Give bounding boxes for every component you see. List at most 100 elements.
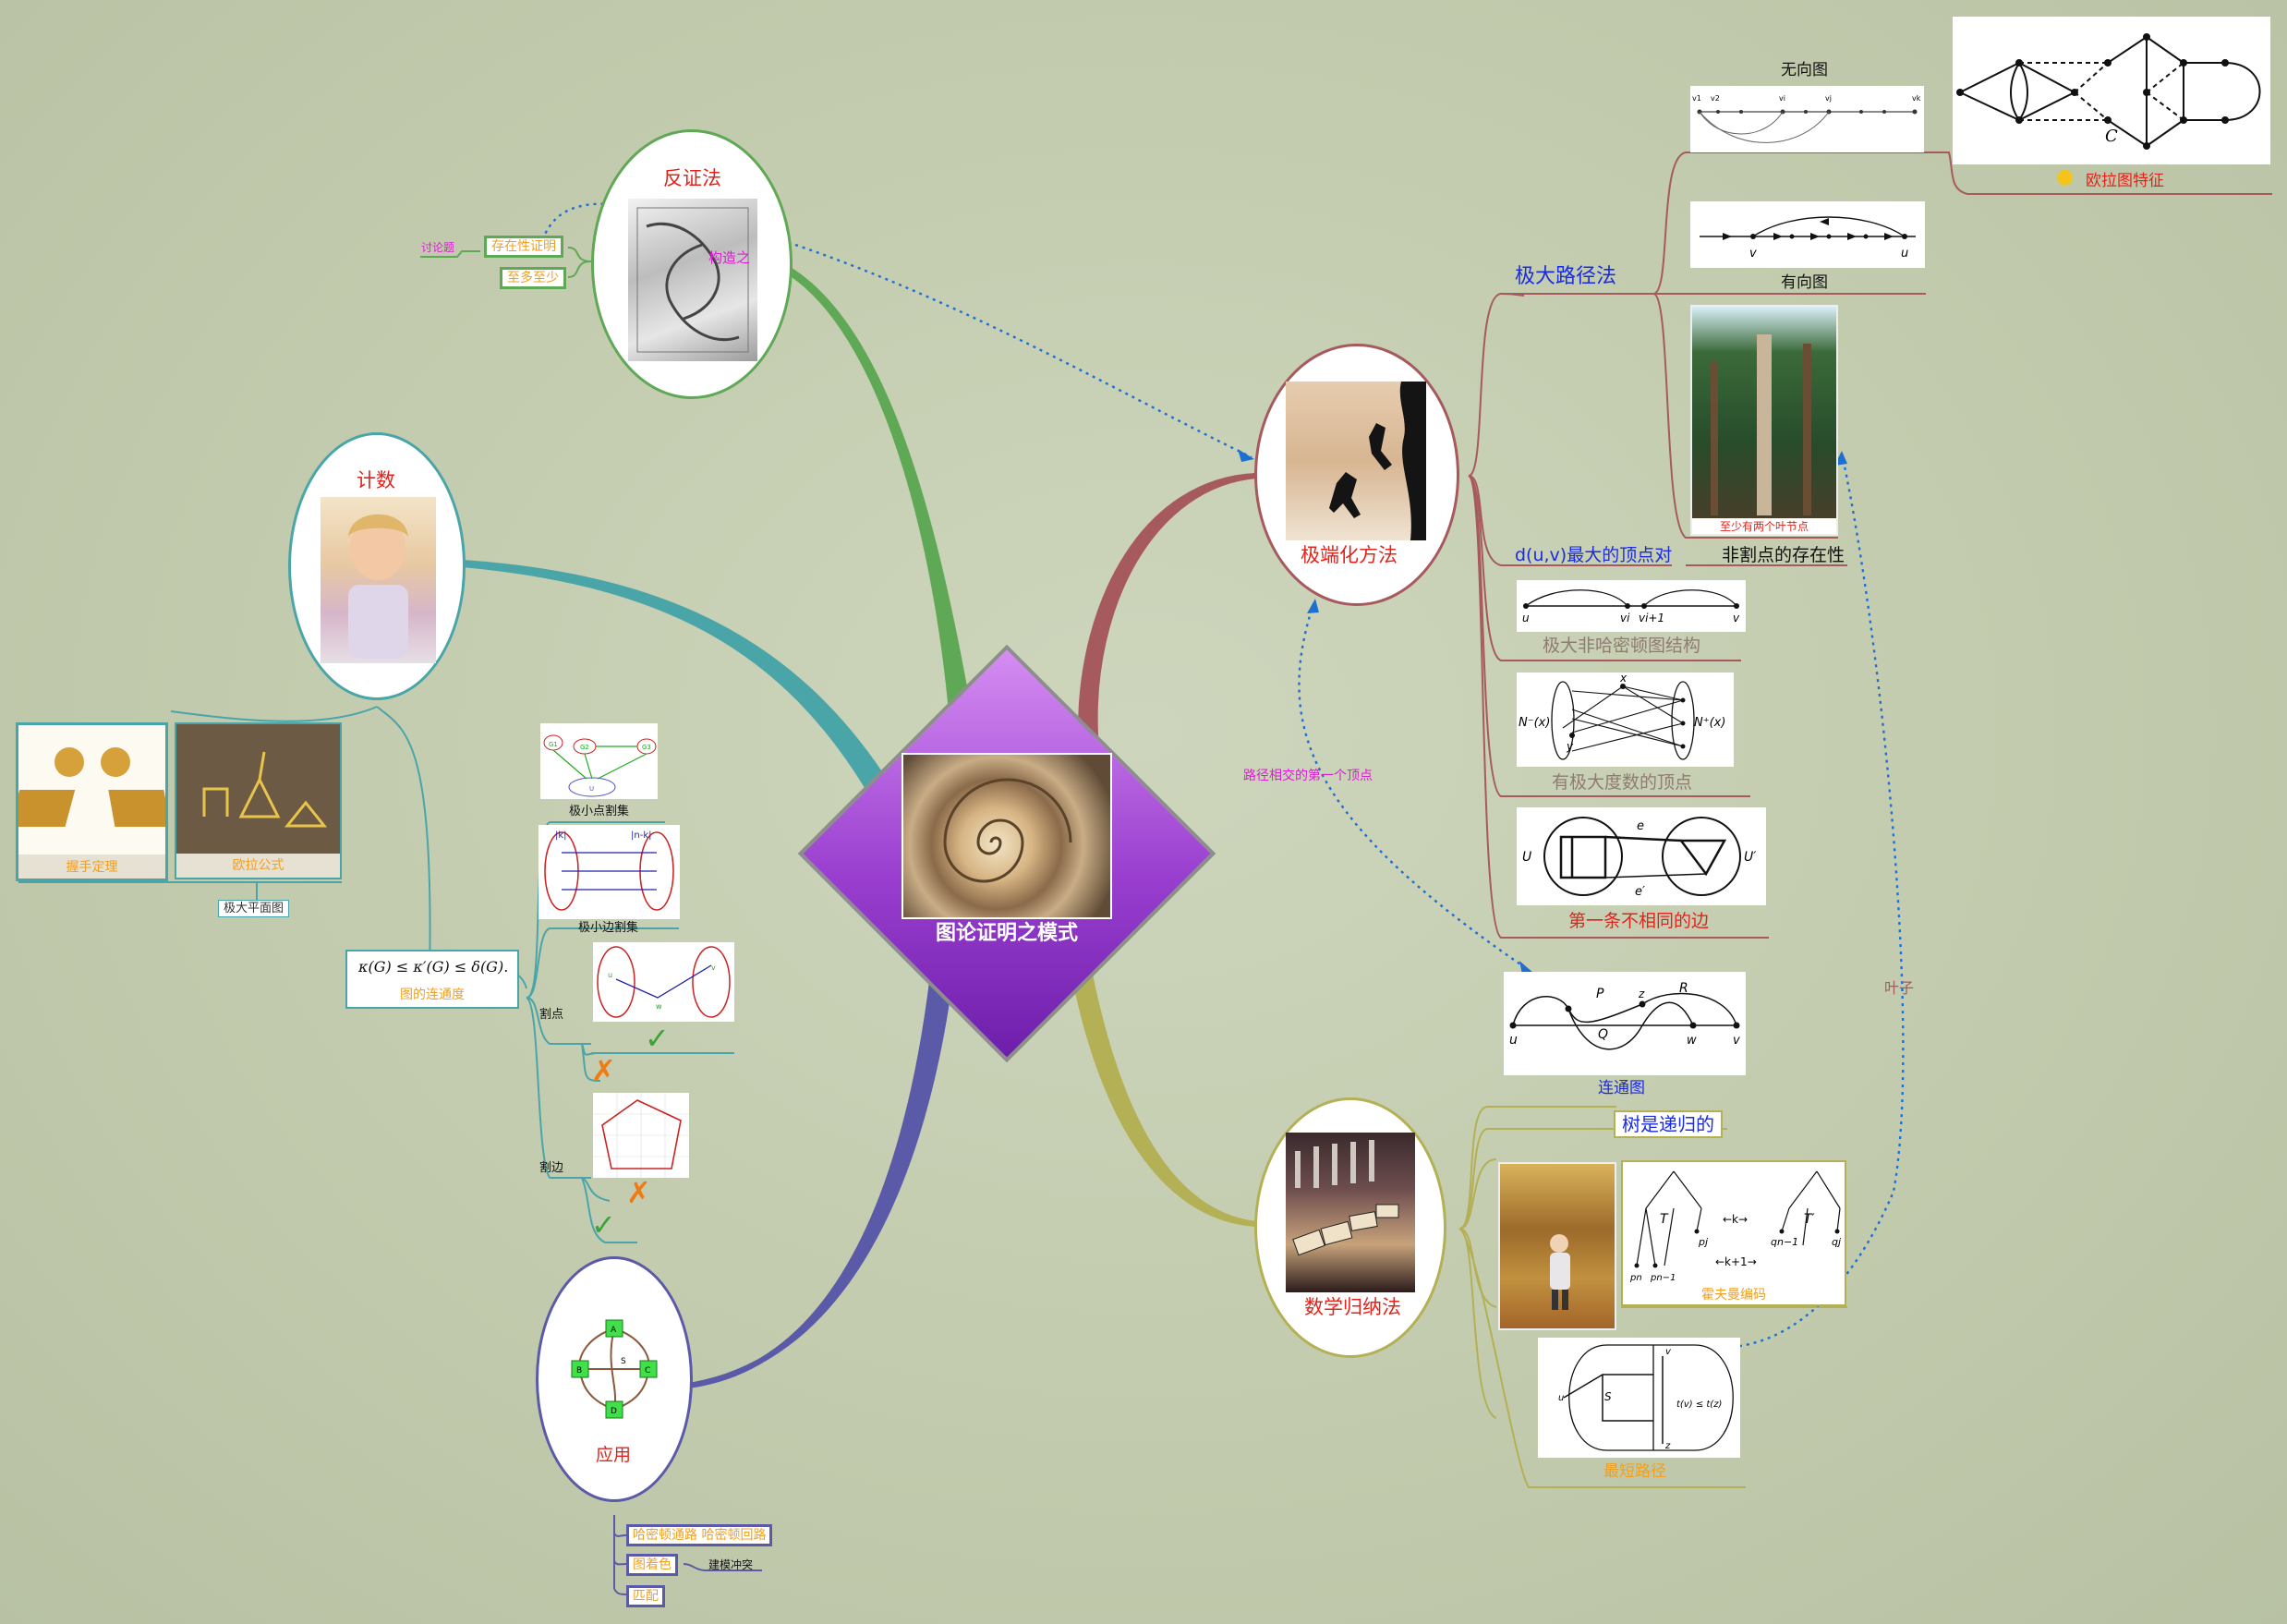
graph-label-c: C [645,1366,650,1376]
euler-graph-feature-label: 欧拉图特征 [2086,172,2164,190]
first-diff-edge-image[interactable]: U U′ e e′ [1517,807,1766,905]
graph-label-d: D [611,1407,617,1416]
vertex-cut-label-g1: G1 [549,741,558,748]
undirected-label-vj: vj [1825,94,1832,103]
leaf-relation-label: 叶子 [1884,979,1915,997]
undirected-path-image[interactable]: v1 v2 vi vj vk [1690,86,1924,152]
non-hamilton-label: 极大非哈密顿图结构 [1543,636,1701,656]
undirected-label-v1: v1 [1692,94,1701,103]
first-diff-label-e: e [1637,819,1644,833]
huffman-caption: 霍夫曼编码 [1701,1288,1766,1303]
climbers-image [1286,382,1426,540]
cut-vertex-label-u: u [608,971,612,979]
shortest-label-z: z [1664,1441,1671,1451]
euler-sticks-image [176,724,340,854]
min-edge-cut-image[interactable]: |k| |n-k| [538,825,680,919]
connected-label-p: P [1596,987,1604,1001]
handshake-theorem-card[interactable]: 握手定理 [16,722,168,881]
jishu-title: 计数 [357,469,395,491]
escher-drawing-hands-image [628,199,757,361]
connected-label-u: u [1509,1033,1518,1048]
tree-photo-image: 至少有两个叶节点 [1690,305,1838,536]
huffman-tree-image[interactable]: T pj ←k→ T′ qn−1 qj ←k+1→ pn pn−1 霍夫曼编码 [1621,1160,1846,1306]
shortest-label-s: S [1604,1390,1612,1403]
connected-label-r: R [1679,981,1688,996]
huffman-label-k: ←k→ [1723,1213,1748,1226]
matching-topic[interactable]: 匹配 [626,1585,665,1607]
non-hamilton-image[interactable]: u vi vi+1 v [1517,580,1746,632]
connectivity-caption: 图的连通度 [400,988,465,1002]
directed-path-image[interactable]: v u [1690,201,1925,268]
lightbulb-icon: ● [2056,165,2075,188]
hamilton-topic[interactable]: 哈密顿通路 哈密顿回路 [626,1524,773,1546]
shortest-path-image[interactable]: u S v z t(v) ≤ t(z) [1538,1338,1740,1458]
max-degree-label: 有极大度数的顶点 [1552,772,1693,793]
checkmark-icon: ✓ [645,1021,670,1056]
huffman-label-qj: qj [1832,1236,1842,1248]
yingyong-title: 应用 [596,1445,632,1465]
max-degree-label-y: y [1566,740,1574,753]
coloring-graph-image: A B C D S [571,1319,658,1419]
connectivity-formula: κ(G) ≤ κ′(G) ≤ δ(G). [358,958,509,976]
tree-recursive-topic[interactable]: 树是递归的 [1614,1110,1723,1138]
center-title: 图论证明之模式 [935,922,1078,945]
cut-edge-image[interactable] [593,1093,689,1178]
euler-graph-image[interactable]: C [1953,17,2270,164]
construct-label: 构造之 [708,249,751,266]
existence-proof-topic[interactable]: 存在性证明 [484,236,563,258]
connected-label-v: v [1733,1034,1740,1048]
non-hamilton-label-u: u [1522,612,1530,624]
huffman-label-tprime: T′ [1804,1212,1816,1227]
arrowheads [1238,449,1847,975]
at-most-at-least-topic[interactable]: 至多至少 [500,267,566,289]
cut-vertex-image[interactable]: u w v [593,942,734,1022]
handshake-caption: 握手定理 [66,860,118,875]
edge-cut-label-k: |k| [555,830,567,841]
euler-label-c: C [2105,127,2118,146]
first-diff-label-uprime: U′ [1744,850,1757,865]
shortest-label-t: t(v) ≤ t(z) [1676,1400,1722,1410]
huffman-label-pn1: pn−1 [1650,1273,1676,1283]
branch-fanzheng [774,260,971,706]
euler-caption: 欧拉公式 [232,858,284,873]
max-degree-image[interactable]: N⁻(x) N⁺(x) x y [1517,673,1734,767]
connectivity-card[interactable]: κ(G) ≤ κ′(G) ≤ δ(G). 图的连通度 [345,950,519,1009]
euler-formula-card[interactable]: 欧拉公式 [175,722,342,879]
yingyong-links [613,1515,762,1595]
shortest-path-label: 最短路径 [1603,1462,1666,1481]
max-path-topic[interactable]: 极大路径法 [1515,265,1617,288]
graph-label-a: A [611,1326,617,1335]
huffman-label-qn1: qn−1 [1771,1236,1798,1248]
graph-label-b: B [576,1366,582,1376]
coloring-topic[interactable]: 图着色 [626,1554,678,1576]
child-counting-image [321,497,436,663]
directed-label-u: u [1901,247,1908,261]
center-topic[interactable]: 图论证明之模式 [797,644,1216,1063]
yingyong-node[interactable] [536,1256,693,1502]
min-vertex-cut-image[interactable]: G1 G2 G3 U [540,723,658,799]
first-diff-edge-label: 第一条不相同的边 [1568,911,1710,931]
non-hamilton-label-vi: vi [1620,612,1630,624]
connected-label-z: z [1638,988,1645,1000]
non-hamilton-label-v: v [1733,612,1740,624]
leaves-caption: 至少有两个叶节点 [1692,518,1836,534]
directed-graph-label: 有向图 [1781,273,1828,292]
connected-graph-image[interactable]: u P z R Q w v [1504,972,1746,1075]
max-degree-label-nminus: N⁻(x) [1519,716,1550,730]
max-degree-label-x: x [1619,673,1628,685]
jiduanhua-title: 极端化方法 [1301,544,1398,566]
max-degree-label-nplus: N⁺(x) [1694,716,1725,730]
shortest-label-v: v [1665,1347,1672,1357]
nautilus-shell-image [901,753,1112,919]
non-cut-vertex-topic[interactable]: 非割点的存在性 [1722,545,1845,565]
cross-icon: ✗ [591,1053,616,1088]
max-distance-topic[interactable]: d(u,v)最大的顶点对 [1515,545,1673,565]
guina-links [1458,1106,1847,1488]
non-hamilton-label-vi1: vi+1 [1639,612,1664,624]
cut-vertex-label-w: w [656,1002,662,1011]
undirected-label-v2: v2 [1711,94,1720,103]
max-planar-topic[interactable]: 极大平面图 [218,900,290,917]
path-first-vertex-label: 路径相交的第一个顶点 [1243,769,1373,783]
dominoes-image [1286,1133,1415,1292]
cut-edge-label: 割边 [539,1161,564,1175]
